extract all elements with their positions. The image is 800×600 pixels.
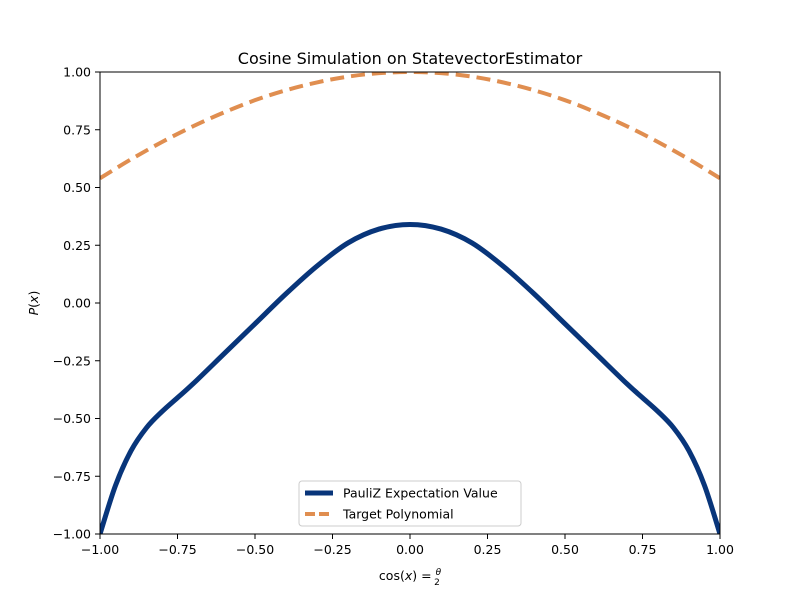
legend-box [298, 480, 522, 527]
legend: PauliZ Expectation Value Target Polynomia… [298, 480, 522, 527]
y-tick-label: 0.25 [63, 238, 91, 253]
legend-label-2: Target Polynomial [342, 507, 454, 522]
x-tick-label: 1.00 [706, 542, 734, 557]
y-tick-label: 0.75 [63, 122, 91, 137]
y-tick-label: −0.25 [53, 353, 91, 368]
series-group [100, 72, 720, 534]
y-tick-label: −0.50 [53, 411, 91, 426]
x-tick-label: 0.00 [396, 542, 424, 557]
x-tick-label: 0.50 [551, 542, 579, 557]
legend-label-1: PauliZ Expectation Value [343, 486, 498, 501]
x-tick-label: 0.25 [474, 542, 502, 557]
y-tick-label: −1.00 [53, 527, 91, 542]
chart-title: Cosine Simulation on StatevectorEstimato… [238, 49, 583, 68]
x-tick-label: −0.50 [236, 542, 274, 557]
x-tick-label: −0.75 [158, 542, 196, 557]
x-tick-label: 0.75 [629, 542, 657, 557]
series-line-2 [100, 72, 720, 180]
y-tick-label: 0.50 [63, 180, 91, 195]
x-tick-label: −1.00 [81, 542, 119, 557]
y-axis-label: P(x) [26, 291, 41, 316]
series-line-1 [100, 221, 720, 534]
y-tick-label: 1.00 [63, 65, 91, 80]
y-tick-label: −0.75 [53, 469, 91, 484]
plot-area: −1.00 −0.75 −0.50 −0.25 0.00 0.25 0.50 0.75 1.00… [53, 65, 734, 558]
y-tick-label: 0.00 [63, 296, 91, 311]
x-tick-label: −0.25 [313, 542, 351, 557]
